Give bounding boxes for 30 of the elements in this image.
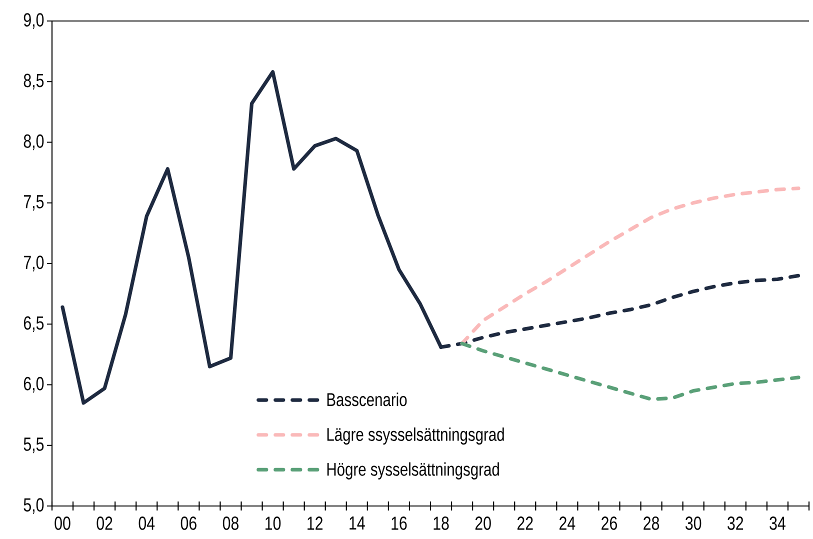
x-tick-label: 28	[644, 516, 660, 530]
x-tick-label: 24	[560, 516, 576, 530]
x-tick-label: 26	[602, 516, 617, 530]
x-tick-label: 16	[392, 516, 407, 530]
y-tick-label: 7,0	[24, 256, 44, 272]
x-tick-label: 08	[222, 516, 238, 530]
x-tick-label: 18	[434, 516, 449, 530]
y-tick-label: 8,0	[24, 134, 44, 150]
legend-label: Lägre ssysselsättningsgrad	[327, 427, 504, 445]
y-tick-label: 9,0	[24, 13, 44, 29]
x-tick-label: 06	[180, 516, 196, 530]
x-tick-label: 32	[728, 516, 744, 530]
x-tick-label: 34	[770, 516, 786, 530]
x-tick-label: 20	[475, 516, 491, 530]
x-tick-label: 00	[54, 516, 70, 530]
y-tick-label: 6,5	[24, 316, 44, 332]
x-tick-label: 04	[138, 516, 155, 530]
y-tick-label: 5,5	[24, 438, 44, 454]
y-tick-label: 5,0	[24, 498, 44, 514]
x-tick-label: 14	[350, 516, 365, 530]
x-tick-label: 12	[308, 516, 323, 530]
legend-label: Basscenario	[327, 392, 407, 406]
x-tick-label: 10	[266, 516, 281, 530]
legend-label: Högre sysselsättningsgrad	[327, 462, 499, 480]
y-tick-label: 6,0	[24, 376, 44, 393]
y-tick-label: 7,5	[24, 195, 44, 211]
x-tick-label: 22	[517, 516, 533, 530]
x-tick-label: 30	[686, 516, 702, 530]
x-tick-label: 02	[96, 516, 112, 530]
y-tick-label: 8,5	[24, 74, 44, 90]
